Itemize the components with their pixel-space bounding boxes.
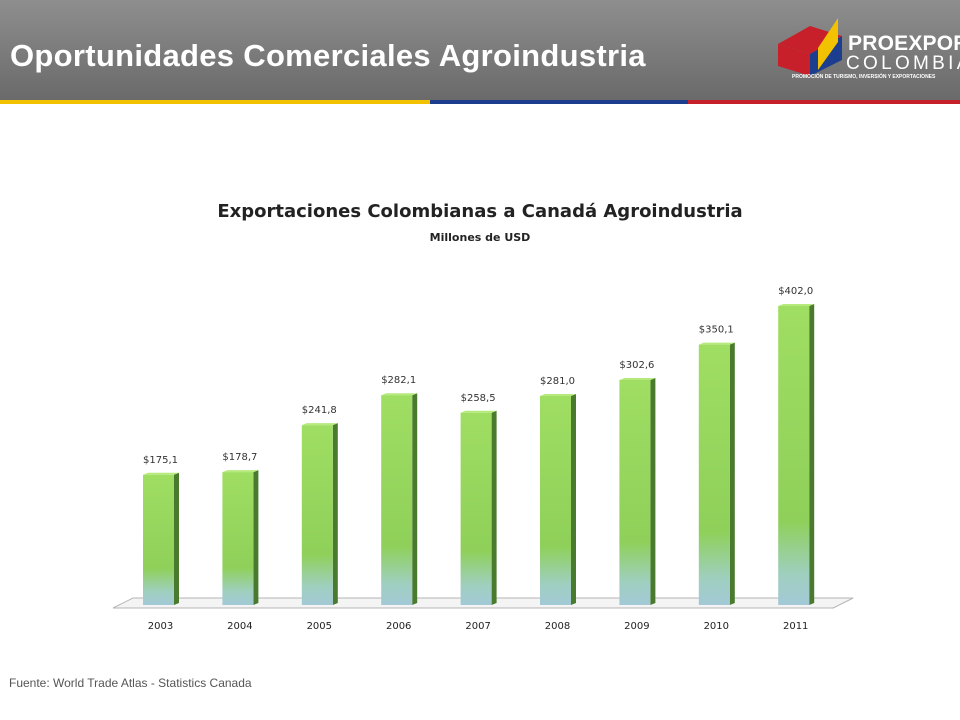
logo-subtitle: COLOMBIA [846,53,960,74]
bar-side [809,304,815,605]
bar-front [619,379,651,605]
page-title: Oportunidades Comerciales Agroindustria [10,38,646,73]
bar-side [571,394,576,605]
bar-2004 [222,470,259,605]
bar-value-label: $350,1 [699,325,734,336]
chart-title: Exportaciones Colombianas a Canadá Agroi… [217,201,743,222]
flag-stripe-red [688,100,960,104]
logo-name: PROEXPORT [848,32,960,55]
chart-subtitle: Millones de USD [429,231,531,244]
bar-top [460,410,497,413]
x-tick-label: 2007 [465,621,490,632]
x-tick-label: 2004 [227,621,252,632]
bar-top [301,423,338,426]
bar-front [460,412,492,605]
bar-front [381,395,413,605]
source-note: Fuente: World Trade Atlas - Statistics C… [9,676,252,690]
bar-top [381,393,418,396]
x-tick-label: 2008 [545,621,570,632]
bar-2011 [778,304,815,605]
bar-value-label: $302,6 [619,360,654,371]
bar-front [143,474,174,605]
flag-stripe-yellow [0,100,430,104]
bar-side [253,470,259,605]
bar-top [619,377,656,380]
x-tick-label: 2009 [624,621,649,632]
bar-top [778,304,815,307]
header-bar: Oportunidades Comerciales Agroindustria … [0,0,960,100]
bar-2007 [460,410,497,605]
bar-side [650,377,656,605]
bar-top [698,342,735,345]
bar-side [412,393,418,605]
bar-2009 [619,377,656,605]
bar-front [301,425,333,605]
proexport-logo: PROEXPORT COLOMBIA PROMOCIÓN DE TURISMO,… [772,14,960,88]
bar-front [698,344,730,605]
logo-house-icon [778,18,842,76]
bar-value-label: $282,1 [381,375,416,386]
bar-side [491,410,497,605]
bar-value-label: $178,7 [222,452,257,463]
bar-2008 [540,394,576,605]
bar-top [222,470,259,473]
logo-tagline: PROMOCIÓN DE TURISMO, INVERSIÓN Y EXPORT… [792,74,936,80]
bar-value-label: $175,1 [143,455,178,466]
bar-top [143,472,179,475]
bar-front [540,396,571,605]
bar-value-label: $281,0 [540,376,575,387]
x-tick-label: 2005 [307,621,332,632]
bar-side [174,472,179,605]
bar-top [540,394,576,397]
bar-2005 [301,423,338,605]
bar-2006 [381,393,418,605]
bar-front [778,306,810,605]
x-tick-label: 2006 [386,621,411,632]
bar-side [332,423,338,605]
bar-2003 [143,472,179,605]
bar-2010 [698,342,735,605]
bar-front [222,472,254,605]
bar-value-label: $258,5 [461,393,496,404]
bar-value-label: $402,0 [778,286,813,297]
x-tick-label: 2011 [783,621,808,632]
bar-value-label: $241,8 [302,405,337,416]
flag-stripe-blue [430,100,688,104]
x-tick-label: 2010 [704,621,729,632]
bar-side [729,342,735,605]
flag-stripe [0,100,960,104]
x-tick-label: 2003 [148,621,173,632]
